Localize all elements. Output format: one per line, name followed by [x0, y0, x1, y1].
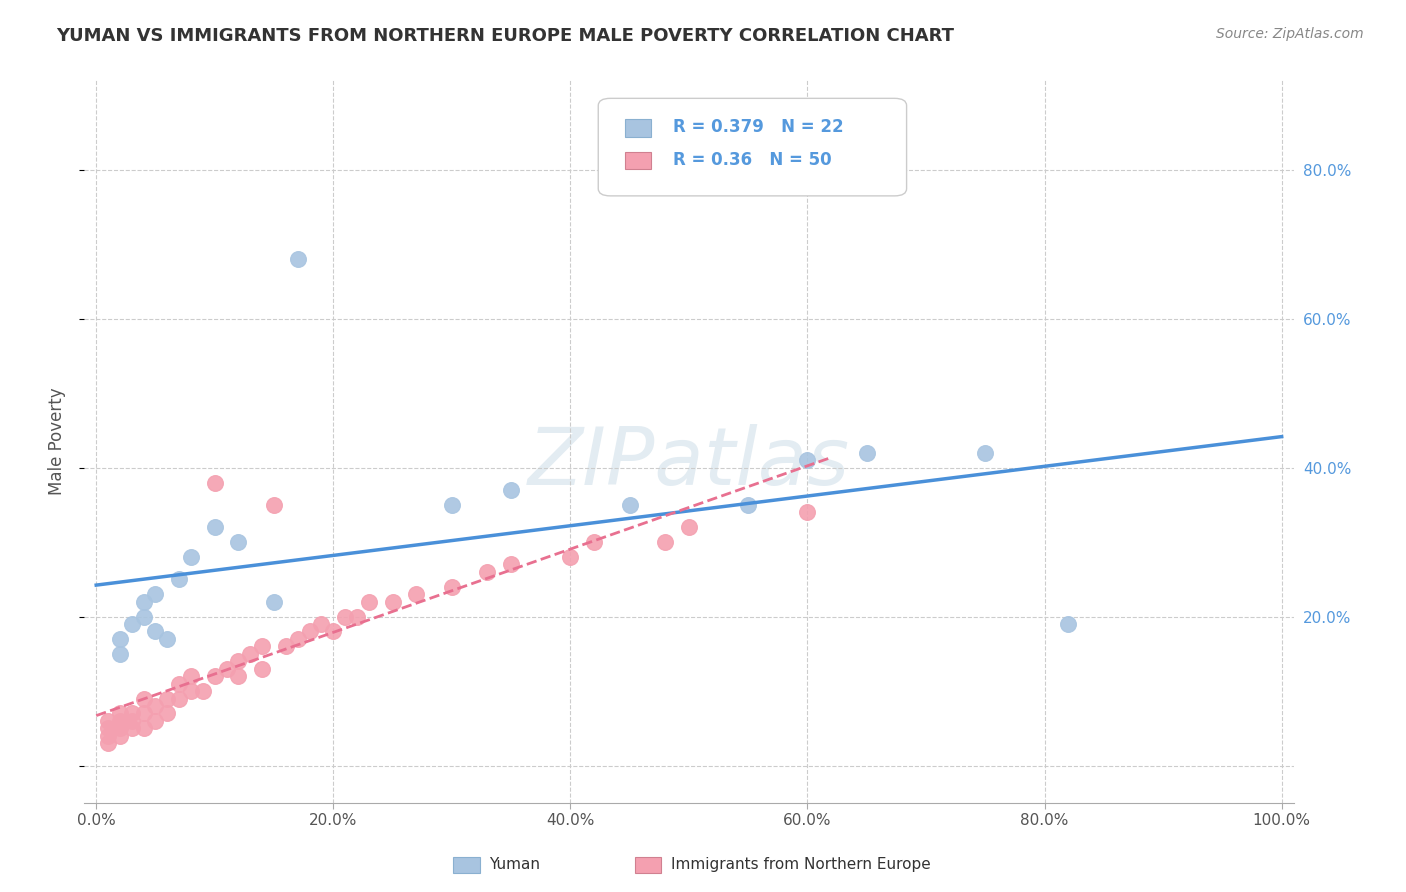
Y-axis label: Male Poverty: Male Poverty: [48, 388, 66, 495]
FancyBboxPatch shape: [624, 152, 651, 169]
Point: [974, 446, 997, 460]
Point: [204, 475, 226, 490]
Point: [678, 520, 700, 534]
Text: R = 0.36   N = 50: R = 0.36 N = 50: [673, 151, 832, 169]
Point: [156, 691, 179, 706]
Point: [145, 698, 167, 713]
Text: Immigrants from Northern Europe: Immigrants from Northern Europe: [671, 856, 931, 871]
Point: [167, 676, 190, 690]
Point: [132, 706, 155, 721]
Point: [501, 558, 523, 572]
Text: R = 0.379   N = 22: R = 0.379 N = 22: [673, 119, 844, 136]
Point: [121, 714, 143, 728]
Point: [346, 609, 368, 624]
Point: [108, 632, 131, 646]
Point: [191, 684, 214, 698]
Point: [132, 691, 155, 706]
Point: [121, 706, 143, 721]
Point: [477, 565, 499, 579]
Point: [156, 632, 179, 646]
Text: Yuman: Yuman: [489, 856, 540, 871]
Point: [132, 721, 155, 735]
Point: [180, 549, 202, 564]
Point: [263, 595, 285, 609]
Point: [145, 714, 167, 728]
Point: [440, 498, 463, 512]
Point: [250, 662, 273, 676]
Point: [97, 729, 120, 743]
FancyBboxPatch shape: [453, 857, 479, 873]
Point: [298, 624, 321, 639]
Point: [204, 520, 226, 534]
Text: Source: ZipAtlas.com: Source: ZipAtlas.com: [1216, 27, 1364, 41]
Point: [145, 624, 167, 639]
Point: [560, 549, 582, 564]
Point: [263, 498, 285, 512]
Point: [215, 662, 238, 676]
Point: [97, 736, 120, 750]
Point: [381, 595, 404, 609]
Point: [501, 483, 523, 497]
FancyBboxPatch shape: [624, 120, 651, 136]
Point: [180, 669, 202, 683]
Point: [405, 587, 427, 601]
Point: [228, 654, 250, 668]
Point: [737, 498, 759, 512]
Point: [855, 446, 877, 460]
Point: [108, 714, 131, 728]
Point: [167, 691, 190, 706]
Point: [287, 632, 309, 646]
Point: [440, 580, 463, 594]
Point: [180, 684, 202, 698]
Text: ZIPatlas: ZIPatlas: [527, 425, 851, 502]
FancyBboxPatch shape: [634, 857, 661, 873]
Text: YUMAN VS IMMIGRANTS FROM NORTHERN EUROPE MALE POVERTY CORRELATION CHART: YUMAN VS IMMIGRANTS FROM NORTHERN EUROPE…: [56, 27, 955, 45]
Point: [311, 617, 333, 632]
Point: [654, 535, 676, 549]
Point: [239, 647, 262, 661]
FancyBboxPatch shape: [599, 98, 907, 196]
Point: [121, 721, 143, 735]
Point: [250, 640, 273, 654]
Point: [357, 595, 380, 609]
Point: [228, 669, 250, 683]
Point: [97, 721, 120, 735]
Point: [156, 706, 179, 721]
Point: [97, 714, 120, 728]
Point: [228, 535, 250, 549]
Point: [583, 535, 606, 549]
Point: [108, 647, 131, 661]
Point: [108, 706, 131, 721]
Point: [619, 498, 641, 512]
Point: [796, 505, 818, 519]
Point: [108, 721, 131, 735]
Point: [167, 572, 190, 586]
Point: [322, 624, 344, 639]
Point: [132, 595, 155, 609]
Point: [287, 252, 309, 266]
Point: [108, 729, 131, 743]
Point: [121, 617, 143, 632]
Point: [132, 609, 155, 624]
Point: [1057, 617, 1080, 632]
Point: [274, 640, 297, 654]
Point: [796, 453, 818, 467]
Point: [333, 609, 356, 624]
Point: [145, 587, 167, 601]
Point: [204, 669, 226, 683]
